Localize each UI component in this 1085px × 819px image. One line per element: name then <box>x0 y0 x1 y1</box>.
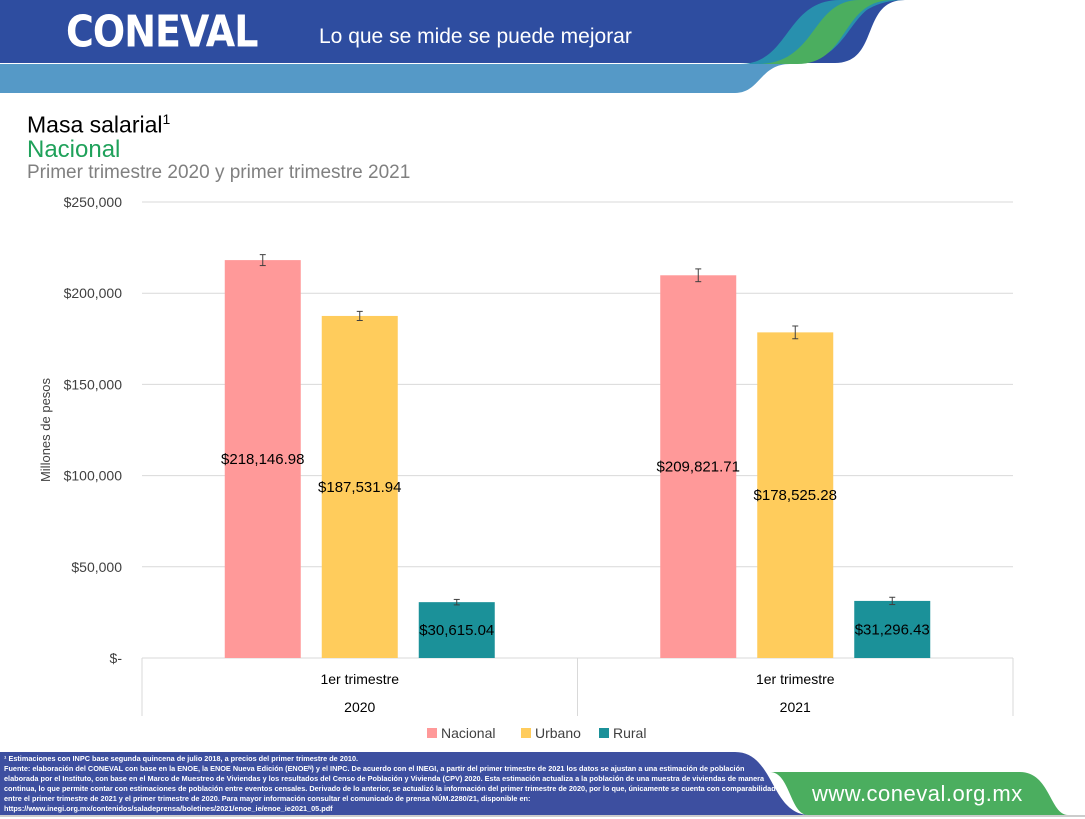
legend-label: Urbano <box>535 725 581 741</box>
data-label: $30,615.04 <box>419 622 494 639</box>
bar-nacional <box>224 260 301 658</box>
chart-period: Primer trimestre 2020 y primer trimestre… <box>27 162 411 183</box>
footnote-source: Fuente: elaboración del CONEVAL con base… <box>4 764 776 803</box>
x-group-label: 2021 <box>780 699 811 715</box>
bar-rural <box>854 600 931 658</box>
data-label: $218,146.98 <box>221 451 304 468</box>
data-label: $31,296.43 <box>855 621 930 638</box>
y-tick-label: $250,000 <box>64 194 123 210</box>
data-label: $209,821.71 <box>657 459 740 476</box>
bar-urbano <box>321 315 398 658</box>
legend-swatch-rural <box>599 728 609 738</box>
title-text: Masa salarial <box>27 111 163 138</box>
footnote-1: ¹ Estimaciones con INPC base segunda qui… <box>4 754 359 763</box>
chart-subtitle: Nacional <box>27 136 121 163</box>
y-tick-label: $150,000 <box>64 376 123 392</box>
y-tick-label: $100,000 <box>64 468 123 484</box>
website-url[interactable]: www.coneval.org.mx <box>812 781 1023 806</box>
coneval-logo: CONEVAL <box>66 6 258 57</box>
title-footnote-ref: 1 <box>162 111 171 127</box>
bar-urbano <box>757 332 834 658</box>
chart-title: Masa salarial1 <box>27 111 170 139</box>
footnote-link[interactable]: https://www.inegi.org.mx/contenidos/sala… <box>4 804 333 813</box>
legend-label: Rural <box>613 725 646 741</box>
footnote: ¹ Estimaciones con INPC base segunda qui… <box>4 754 779 814</box>
header-tagline: Lo que se mide se puede mejorar <box>319 25 632 48</box>
legend-swatch-urbano <box>521 728 531 738</box>
y-tick-label: $- <box>110 650 123 666</box>
y-tick-label: $200,000 <box>64 285 123 301</box>
data-label: $178,525.28 <box>754 487 837 504</box>
bar-rural <box>418 602 495 658</box>
legend-label: Nacional <box>441 725 495 741</box>
y-axis-label: Millones de pesos <box>38 377 53 482</box>
x-tick-label: 1er trimestre <box>320 671 399 687</box>
data-label: $187,531.94 <box>318 479 401 496</box>
x-group-label: 2020 <box>344 699 375 715</box>
x-tick-label: 1er trimestre <box>756 671 835 687</box>
bar-nacional <box>660 275 737 658</box>
y-tick-label: $50,000 <box>71 559 122 575</box>
legend-swatch-nacional <box>427 728 437 738</box>
